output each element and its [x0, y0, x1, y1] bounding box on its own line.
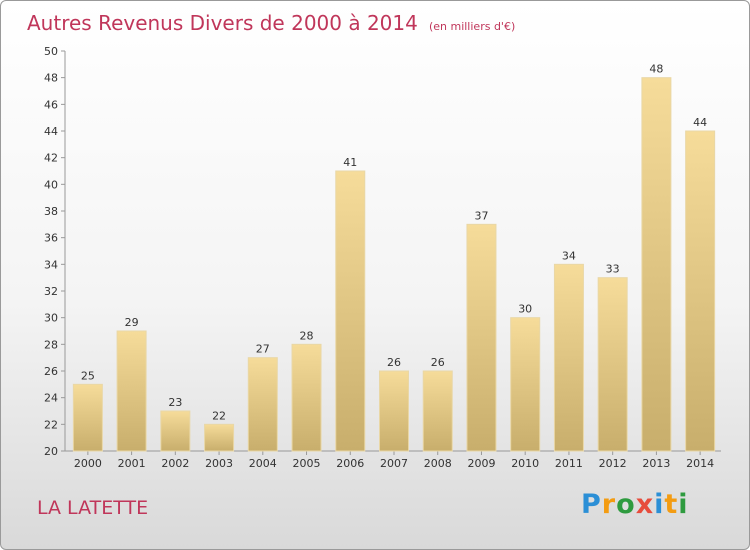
- x-tick-label-2014: 2014: [686, 457, 714, 470]
- x-tick-label-2010: 2010: [511, 457, 539, 470]
- x-tick-label-2000: 2000: [74, 457, 102, 470]
- proxiti-logo: Proxiti: [581, 489, 689, 520]
- x-tick-label-2002: 2002: [161, 457, 189, 470]
- bar-2002: [160, 410, 191, 452]
- logo-letter: r: [601, 489, 617, 520]
- data-label-2005: 28: [300, 329, 314, 342]
- y-tick-label: 40: [44, 178, 58, 191]
- y-tick-label: 32: [44, 285, 58, 298]
- data-label-2008: 26: [431, 356, 445, 369]
- data-label-2000: 25: [81, 369, 95, 382]
- y-tick-label: 20: [44, 445, 58, 458]
- y-tick-label: 34: [44, 258, 58, 271]
- x-tick-label-2003: 2003: [205, 457, 233, 470]
- y-tick-label: 28: [44, 338, 58, 351]
- bar-2009: [466, 223, 497, 452]
- place-name: LA LATETTE: [37, 497, 149, 519]
- x-tick-label-2001: 2001: [118, 457, 146, 470]
- y-tick-label: 24: [44, 392, 58, 405]
- x-tick-label-2009: 2009: [467, 457, 495, 470]
- data-label-2004: 27: [256, 343, 270, 356]
- data-label-2006: 41: [343, 156, 357, 169]
- x-tick-label-2008: 2008: [424, 457, 452, 470]
- x-tick-label-2005: 2005: [293, 457, 321, 470]
- y-tick-label: 50: [44, 45, 58, 58]
- x-tick-label-2007: 2007: [380, 457, 408, 470]
- bar-2005: [291, 343, 322, 452]
- y-tick-label: 44: [44, 125, 58, 138]
- logo-letter: o: [616, 489, 636, 520]
- bar-2014: [685, 130, 716, 452]
- bar-2008: [422, 370, 453, 452]
- logo-letter: i: [678, 489, 689, 520]
- data-label-2002: 23: [168, 396, 182, 409]
- x-tick-label-2011: 2011: [555, 457, 583, 470]
- x-tick-label-2013: 2013: [642, 457, 670, 470]
- bar-2003: [204, 423, 235, 452]
- bar-2001: [116, 330, 147, 452]
- data-label-2009: 37: [474, 209, 488, 222]
- y-tick-label: 48: [44, 72, 58, 85]
- bar-2000: [72, 383, 103, 452]
- y-tick-label: 30: [44, 312, 58, 325]
- bar-2006: [335, 170, 366, 452]
- data-label-2010: 30: [518, 303, 532, 316]
- y-tick-label: 38: [44, 205, 58, 218]
- logo-letter: P: [581, 489, 602, 520]
- data-label-2014: 44: [693, 116, 707, 129]
- bar-2007: [379, 370, 409, 452]
- x-tick-label-2006: 2006: [336, 457, 364, 470]
- data-label-2011: 34: [562, 249, 576, 262]
- data-label-2003: 22: [212, 409, 226, 422]
- y-tick-label: 36: [44, 232, 58, 245]
- bars: 25 29 23 22 27 28 41 26 26 37 30 34 33 48 44: [72, 63, 716, 452]
- bar-2010: [510, 317, 541, 452]
- y-tick-label: 42: [44, 152, 58, 165]
- data-label-2001: 29: [125, 316, 139, 329]
- y-tick-label: 22: [44, 418, 58, 431]
- data-label-2007: 26: [387, 356, 401, 369]
- y-tick-label: 46: [44, 98, 58, 111]
- title-line: Autres Revenus Divers de 2000 à 2014 (en…: [27, 11, 515, 35]
- bar-2012: [597, 277, 628, 452]
- y-tick-label: 26: [44, 365, 58, 378]
- x-axis: 2000 2001 2002 2003 2004 2005 2006 2007 2008 2009…: [65, 450, 721, 470]
- y-axis: 20 22 24 26 28 30 32 34 36 38 40 42 44 46 48 50: [44, 45, 66, 458]
- data-label-2012: 33: [606, 263, 620, 276]
- logo-letter: x: [635, 489, 655, 520]
- x-tick-label-2004: 2004: [249, 457, 277, 470]
- chart-title: Autres Revenus Divers de 2000 à 2014: [27, 11, 418, 35]
- bar-2011: [553, 263, 584, 452]
- bar-2013: [641, 77, 672, 452]
- logo-letter: i: [654, 489, 665, 520]
- x-tick-label-2012: 2012: [599, 457, 627, 470]
- chart-subtitle: (en milliers d'€): [428, 20, 516, 33]
- data-label-2013: 48: [649, 63, 663, 76]
- logo-letter: t: [664, 489, 679, 520]
- bar-2004: [247, 357, 278, 452]
